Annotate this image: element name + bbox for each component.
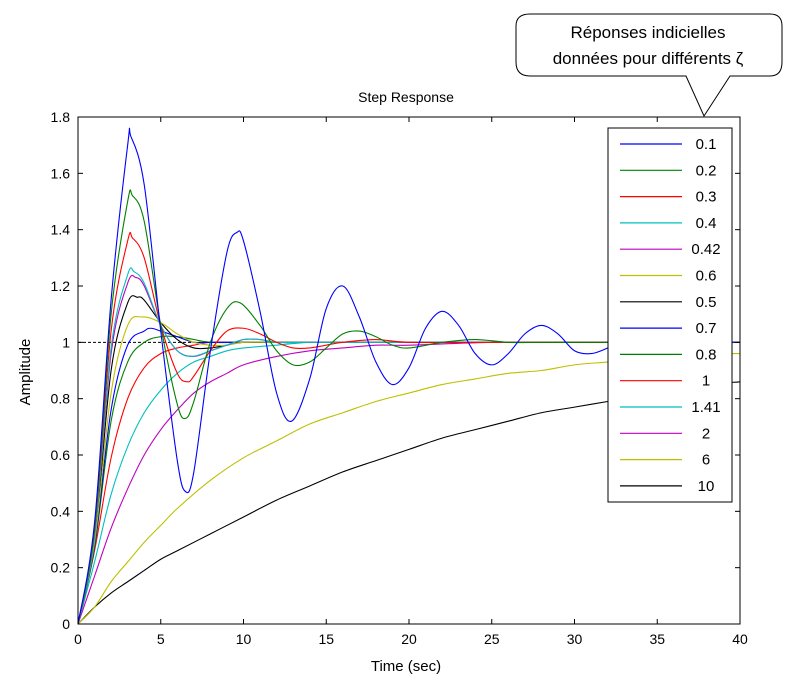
x-tick-label: 20 xyxy=(401,631,417,647)
legend-label: 1.41 xyxy=(691,399,720,416)
x-tick-label: 35 xyxy=(649,631,665,647)
y-tick-label: 0.4 xyxy=(51,503,71,519)
legend-label: 6 xyxy=(702,452,710,469)
x-tick-label: 5 xyxy=(157,631,165,647)
y-tick-label: 1 xyxy=(62,334,70,350)
legend-label: 0.1 xyxy=(696,136,717,153)
x-axis-label: Time (sec) xyxy=(371,658,441,675)
legend-label: 0.8 xyxy=(696,346,717,363)
legend-label: 0.3 xyxy=(696,189,717,206)
chart-title: Step Response xyxy=(358,89,454,105)
x-tick-label: 0 xyxy=(74,631,82,647)
x-tick-label: 15 xyxy=(318,631,334,647)
callout-line-2: données pour différents ζ xyxy=(553,49,744,68)
legend-label: 1 xyxy=(702,373,710,390)
x-tick-label: 30 xyxy=(567,631,583,647)
y-tick-label: 1.2 xyxy=(51,278,71,294)
legend-box xyxy=(608,128,732,502)
legend-label: 0.4 xyxy=(696,215,717,232)
x-tick-label: 25 xyxy=(484,631,500,647)
legend-label: 2 xyxy=(702,425,710,442)
y-tick-label: 0.6 xyxy=(51,447,71,463)
y-axis-label: Amplitude xyxy=(17,339,34,406)
y-tick-label: 1.4 xyxy=(51,222,71,238)
x-tick-label: 10 xyxy=(236,631,252,647)
legend-label: 0.42 xyxy=(691,241,720,258)
callout-line-1: Réponses indicielles xyxy=(571,23,726,42)
legend-label: 0.7 xyxy=(696,320,717,337)
x-tick-label: 40 xyxy=(732,631,748,647)
legend-label: 10 xyxy=(698,478,715,495)
legend-label: 0.2 xyxy=(696,162,717,179)
legend: 0.1 0.2 0.3 0.4 0.42 0.6 0.5 0.7 0.8 1 1.41 2 6 10 xyxy=(608,128,732,502)
legend-label: 0.5 xyxy=(696,294,717,311)
y-tick-label: 0 xyxy=(62,616,70,632)
y-tick-label: 0.2 xyxy=(51,560,71,576)
y-tick-label: 1.6 xyxy=(51,165,71,181)
y-tick-label: 1.8 xyxy=(51,109,71,125)
y-tick-label: 0.8 xyxy=(51,391,71,407)
legend-label: 0.6 xyxy=(696,268,717,285)
callout: Réponses indicielles données pour différ… xyxy=(516,14,782,116)
